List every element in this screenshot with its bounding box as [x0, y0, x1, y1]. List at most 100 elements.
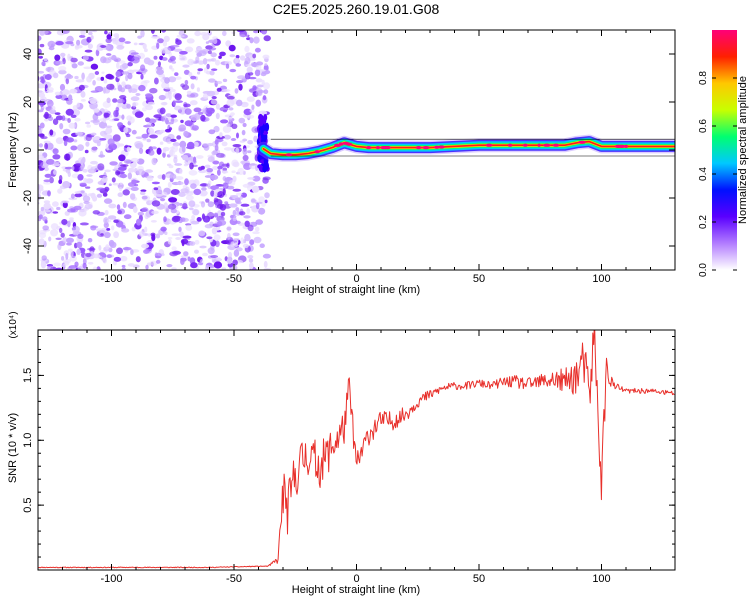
noise-speck — [145, 93, 153, 98]
noise-speck — [222, 30, 227, 37]
noise-speck — [178, 192, 186, 197]
noise-speck — [68, 122, 76, 129]
noise-speck — [131, 226, 136, 232]
noise-speck — [159, 141, 164, 145]
noise-speck — [244, 233, 251, 242]
noise-speck — [222, 182, 229, 189]
noise-speck — [55, 137, 64, 145]
noise-speck — [183, 130, 189, 137]
noise-speck — [90, 225, 97, 231]
noise-speck — [215, 112, 220, 120]
noise-speck — [258, 207, 266, 215]
noise-speck — [77, 61, 85, 66]
noise-speck — [77, 265, 83, 270]
noise-speck — [43, 202, 51, 210]
noise-speck — [71, 166, 75, 171]
noise-speck — [86, 124, 91, 128]
noise-speck — [211, 150, 219, 156]
noise-speck — [79, 222, 89, 226]
noise-speck — [134, 183, 139, 187]
noise-speck — [44, 173, 52, 178]
noise-speck — [65, 153, 70, 161]
noise-speck — [171, 145, 179, 153]
noise-speck — [228, 203, 238, 208]
noise-speck — [169, 65, 173, 70]
noise-speck — [207, 201, 215, 208]
y-tick-label: 20 — [22, 96, 34, 108]
noise-speck — [75, 44, 83, 49]
noise-speck — [117, 166, 127, 171]
noise-speck — [240, 101, 249, 108]
noise-speck — [141, 243, 150, 249]
noise-speck — [92, 210, 101, 215]
noise-speck — [220, 211, 226, 217]
noise-speck — [156, 69, 164, 75]
noise-speck — [76, 102, 81, 108]
noise-speck — [93, 108, 100, 113]
noise-speck — [112, 134, 121, 142]
noise-speck — [107, 138, 115, 146]
noise-speck — [168, 93, 172, 101]
noise-speck — [145, 149, 150, 153]
noise-speck — [171, 267, 177, 270]
noise-speck — [58, 66, 67, 71]
signal-hotspot — [285, 153, 293, 157]
noise-speck — [184, 79, 189, 86]
noise-speck — [197, 71, 201, 75]
noise-speck — [38, 214, 43, 220]
noise-speck — [167, 181, 172, 188]
noise-speck — [106, 228, 111, 231]
noise-speck — [196, 87, 200, 92]
y-tick-label: -20 — [22, 190, 34, 206]
noise-speck — [231, 170, 236, 173]
noise-speck — [137, 35, 143, 39]
noise-speck — [52, 118, 59, 125]
noise-speck — [164, 128, 172, 133]
noise-speck — [151, 157, 157, 166]
noise-speck — [108, 203, 117, 209]
noise-speck — [238, 117, 246, 124]
noise-speck — [208, 78, 216, 83]
noise-speck — [232, 232, 240, 237]
colorbar-tick-label: 0.4 — [698, 167, 709, 181]
x-tick-label: -100 — [100, 273, 122, 285]
noise-speck — [143, 57, 151, 65]
noise-speck — [263, 260, 268, 268]
noise-speck — [183, 69, 190, 75]
signal-hotspot — [365, 146, 372, 150]
signal-hotspot — [617, 144, 626, 148]
noise-speck — [111, 54, 117, 61]
noise-speck — [186, 38, 195, 44]
noise-speck — [229, 54, 236, 58]
noise-speck — [207, 47, 217, 51]
noise-speck — [169, 118, 179, 123]
noise-speck — [176, 181, 184, 185]
noise-speck — [190, 262, 198, 269]
noise-speck — [83, 66, 92, 70]
noise-speck — [80, 30, 86, 36]
noise-speck — [156, 259, 161, 264]
noise-speck — [254, 226, 260, 232]
noise-speck — [87, 43, 93, 49]
noise-speck — [115, 70, 121, 78]
noise-speck — [106, 219, 112, 223]
noise-speck — [101, 71, 105, 74]
noise-speck — [206, 107, 215, 115]
noise-speck — [166, 264, 173, 268]
noise-speck — [63, 139, 68, 147]
noise-speck — [151, 210, 159, 215]
noise-speck — [246, 66, 253, 73]
noise-speck — [132, 102, 139, 106]
noise-speck — [170, 138, 177, 142]
noise-speck — [145, 104, 154, 111]
noise-speck — [159, 107, 166, 115]
noise-speck — [52, 154, 61, 160]
noise-speck — [194, 239, 200, 245]
noise-speck — [151, 146, 157, 150]
noise-speck — [179, 202, 183, 206]
noise-speck — [178, 226, 182, 232]
noise-speck — [190, 75, 197, 80]
noise-speck — [69, 255, 77, 262]
noise-speck — [191, 208, 200, 216]
noise-speck — [59, 83, 66, 91]
